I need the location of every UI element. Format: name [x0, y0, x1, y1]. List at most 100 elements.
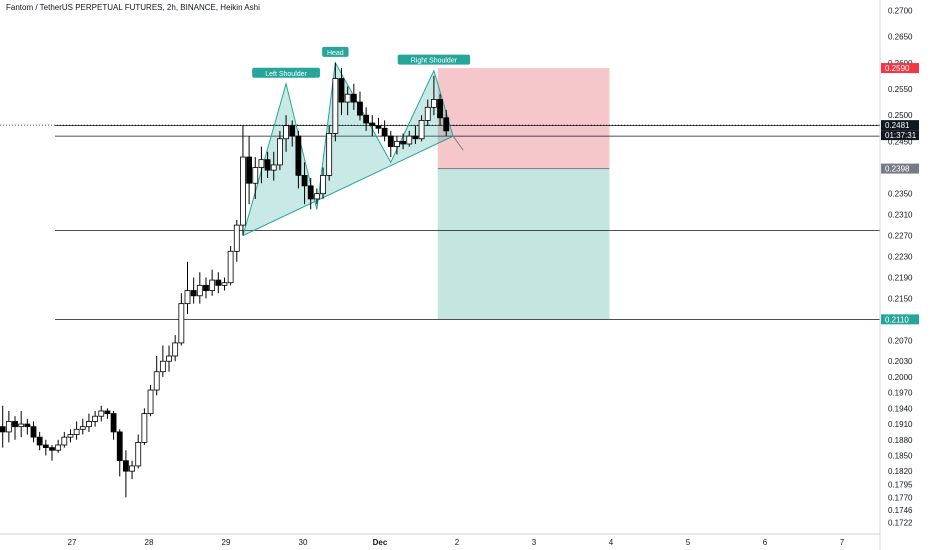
horizontal-lines [0, 124, 880, 320]
candle [123, 460, 129, 472]
entry-price-tag: 0.2398 [885, 165, 910, 174]
y-tick-label: 0.1910 [888, 420, 913, 429]
candle [418, 120, 425, 140]
candle [141, 413, 148, 443]
y-tick-label: 0.2500 [888, 111, 913, 120]
candle [67, 434, 74, 438]
y-tick-label: 0.2650 [888, 33, 913, 42]
time-axis-bg [0, 534, 880, 550]
candle [375, 125, 382, 129]
x-tick-label: 4 [609, 538, 614, 547]
candle [357, 101, 363, 116]
candle [49, 447, 55, 451]
y-tick-label: 0.1880 [888, 436, 913, 445]
candle [252, 167, 259, 184]
candle [190, 290, 197, 297]
y-tick-label: 0.2270 [888, 232, 913, 241]
candle [233, 224, 240, 252]
take-profit-zone [437, 168, 610, 320]
candle [313, 193, 320, 200]
countdown-tag-bg [881, 130, 919, 141]
candle [350, 93, 357, 103]
candle [320, 174, 326, 195]
candle [153, 371, 160, 391]
price-axis-bg [880, 0, 932, 550]
candle [338, 78, 345, 103]
candle [196, 284, 203, 297]
y-tick-label: 0.2450 [888, 137, 913, 146]
candle [227, 250, 234, 284]
candles [0, 62, 450, 498]
candle [381, 127, 388, 137]
candle [73, 428, 80, 435]
stop-loss-zone [437, 68, 610, 169]
x-tick-label: 29 [222, 538, 231, 547]
candle [12, 421, 18, 428]
x-tick-label: 27 [68, 538, 77, 547]
candle [240, 156, 246, 226]
candle [116, 431, 123, 462]
candle [36, 436, 43, 446]
candle [424, 106, 431, 121]
current-price-tag-bg [881, 120, 919, 131]
stop-price-tag: 0.2590 [885, 64, 910, 73]
y-tick-label: 0.1746 [888, 506, 913, 515]
x-tick-label: 6 [763, 538, 768, 547]
y-tick-label: 0.2150 [888, 294, 913, 303]
y-tick-label: 0.1722 [888, 518, 913, 527]
position-zones [437, 68, 610, 320]
candle [172, 342, 179, 357]
y-tick-label: 0.2070 [888, 336, 913, 345]
countdown-tag: 01:37:31 [885, 131, 917, 140]
x-tick-label: 5 [686, 538, 691, 547]
x-tick-label: 30 [299, 538, 308, 547]
x-tick-label: 28 [145, 538, 154, 547]
target-price-tag: 0.2110 [885, 315, 909, 324]
shoulder-left-label-box [252, 67, 320, 78]
candle [135, 441, 142, 467]
candle [344, 93, 351, 103]
candle [5, 421, 12, 433]
candle [209, 279, 216, 291]
head-label: Head [327, 50, 344, 57]
y-tick-label: 0.1795 [888, 480, 913, 489]
candle [264, 159, 271, 171]
candle [166, 355, 172, 362]
y-tick-label: 0.2190 [888, 273, 913, 282]
candle [283, 125, 289, 140]
candle [203, 284, 209, 291]
y-tick-label: 0.2000 [888, 373, 913, 382]
chart-title: Fantom / TetherUS PERPETUAL FUTURES, 2h,… [6, 3, 260, 12]
head-label-box [322, 46, 349, 57]
candle [369, 122, 376, 127]
candle [332, 78, 339, 134]
head-and-shoulders-pattern: Left Shoulder Head Right Shoulder [242, 46, 471, 237]
candle [301, 174, 308, 187]
y-tick-label: 0.1770 [888, 493, 913, 502]
candle [221, 282, 228, 286]
candle [129, 465, 135, 472]
y-tick-label: 0.2310 [888, 211, 913, 220]
candle [178, 303, 185, 344]
candle [42, 444, 49, 449]
current-price-tag: 0.2481 [885, 121, 910, 130]
candle [24, 423, 31, 428]
candle [30, 426, 37, 438]
shoulder-right-label-box [397, 54, 471, 65]
candle [406, 135, 413, 145]
candle [55, 444, 62, 451]
candle [412, 135, 419, 140]
y-tick-label: 0.2350 [888, 190, 913, 199]
candle [387, 135, 394, 147]
candle [258, 159, 265, 168]
y-tick-label: 0.1850 [888, 451, 913, 460]
candle [326, 133, 333, 176]
neckline [242, 135, 454, 237]
candle [86, 421, 92, 428]
y-tick-label: 0.1970 [888, 389, 913, 398]
entry-price-tag-bg [881, 163, 919, 174]
candle [0, 426, 6, 433]
